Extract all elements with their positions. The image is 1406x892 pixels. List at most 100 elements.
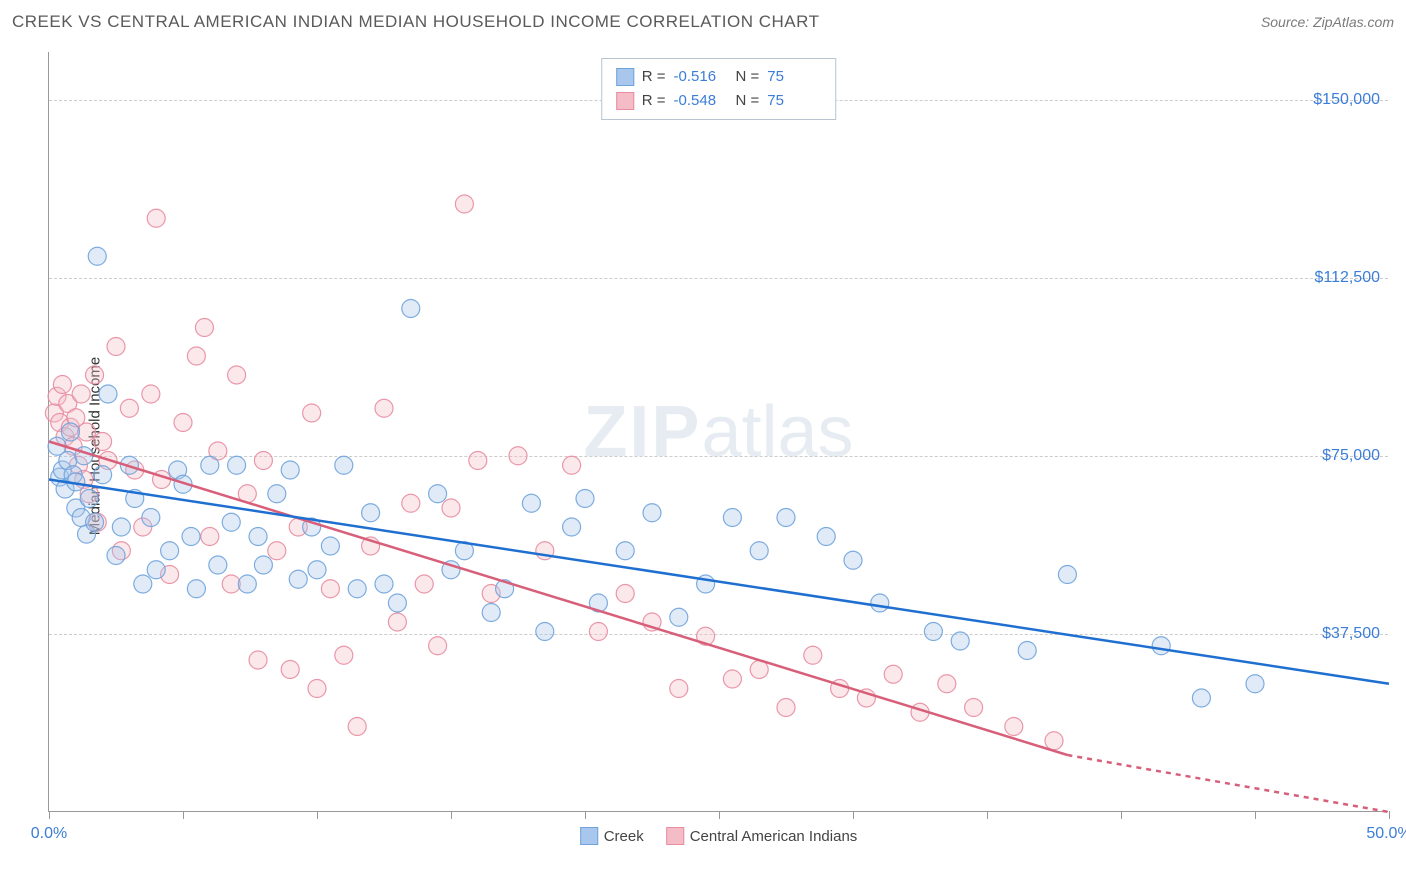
scatter-svg [49, 52, 1388, 811]
data-point [308, 561, 326, 579]
data-point [348, 718, 366, 736]
data-point [429, 485, 447, 503]
data-point [201, 528, 219, 546]
data-point [616, 585, 634, 603]
data-point [884, 665, 902, 683]
data-point [107, 547, 125, 565]
data-point [281, 461, 299, 479]
data-point [1058, 566, 1076, 584]
data-point [563, 518, 581, 536]
stats-row-cai: R = -0.548 N = 75 [616, 89, 822, 113]
r-value-cai: -0.548 [674, 89, 728, 113]
data-point [308, 680, 326, 698]
data-point [938, 675, 956, 693]
data-point [182, 528, 200, 546]
data-point [187, 347, 205, 365]
legend-label-cai: Central American Indians [690, 828, 858, 845]
data-point [482, 604, 500, 622]
data-point [670, 608, 688, 626]
data-point [281, 661, 299, 679]
x-tick [317, 811, 318, 819]
data-point [429, 637, 447, 655]
swatch-cai-2 [666, 827, 684, 845]
data-point [61, 423, 79, 441]
n-value-creek: 75 [767, 65, 821, 89]
legend-item-cai: Central American Indians [666, 827, 858, 845]
x-tick [853, 811, 854, 819]
data-point [228, 456, 246, 474]
data-point [522, 494, 540, 512]
x-tick [585, 811, 586, 819]
source-name: ZipAtlas.com [1313, 14, 1394, 30]
data-point [142, 509, 160, 527]
data-point [88, 247, 106, 265]
data-point [777, 509, 795, 527]
legend-item-creek: Creek [580, 827, 644, 845]
r-value-creek: -0.516 [674, 65, 728, 89]
x-tick-label: 50.0% [1366, 825, 1406, 843]
stats-legend-box: R = -0.516 N = 75 R = -0.548 N = 75 [601, 58, 837, 120]
data-point [1018, 642, 1036, 660]
chart-source: Source: ZipAtlas.com [1261, 14, 1394, 30]
data-point [201, 456, 219, 474]
data-point [388, 594, 406, 612]
data-point [1192, 689, 1210, 707]
data-point [228, 366, 246, 384]
data-point [321, 537, 339, 555]
data-point [222, 575, 240, 593]
data-point [509, 447, 527, 465]
data-point [951, 632, 969, 650]
data-point [844, 551, 862, 569]
data-point [1246, 675, 1264, 693]
n-value-cai: 75 [767, 89, 821, 113]
data-point [254, 556, 272, 574]
data-point [1045, 732, 1063, 750]
x-tick [1255, 811, 1256, 819]
data-point [161, 542, 179, 560]
data-point [112, 518, 130, 536]
data-point [147, 209, 165, 227]
data-point [375, 575, 393, 593]
data-point [442, 499, 460, 517]
data-point [817, 528, 835, 546]
data-point [804, 646, 822, 664]
data-point [254, 452, 272, 470]
data-point [94, 433, 112, 451]
data-point [187, 580, 205, 598]
data-point [134, 575, 152, 593]
data-point [348, 580, 366, 598]
data-point [289, 570, 307, 588]
data-point [120, 399, 138, 417]
trend-line [1067, 755, 1389, 812]
data-point [321, 580, 339, 598]
data-point [777, 699, 795, 717]
data-point [670, 680, 688, 698]
r-label-2: R = [642, 89, 666, 113]
x-tick [1389, 811, 1390, 819]
data-point [80, 490, 98, 508]
data-point [402, 494, 420, 512]
r-label: R = [642, 65, 666, 89]
data-point [362, 504, 380, 522]
data-point [643, 504, 661, 522]
x-tick [987, 811, 988, 819]
data-point [249, 651, 267, 669]
data-point [335, 456, 353, 474]
data-point [1152, 637, 1170, 655]
data-point [142, 385, 160, 403]
data-point [107, 338, 125, 356]
n-label: N = [736, 65, 760, 89]
n-label-2: N = [736, 89, 760, 113]
data-point [563, 456, 581, 474]
x-tick [183, 811, 184, 819]
source-prefix: Source: [1261, 14, 1313, 30]
data-point [268, 542, 286, 560]
data-point [616, 542, 634, 560]
data-point [209, 556, 227, 574]
data-point [78, 423, 96, 441]
data-point [924, 623, 942, 641]
data-point [53, 376, 71, 394]
chart-plot-area: ZIPatlas $37,500$75,000$112,500$150,000 … [48, 52, 1388, 812]
x-tick [1121, 811, 1122, 819]
data-point [750, 542, 768, 560]
